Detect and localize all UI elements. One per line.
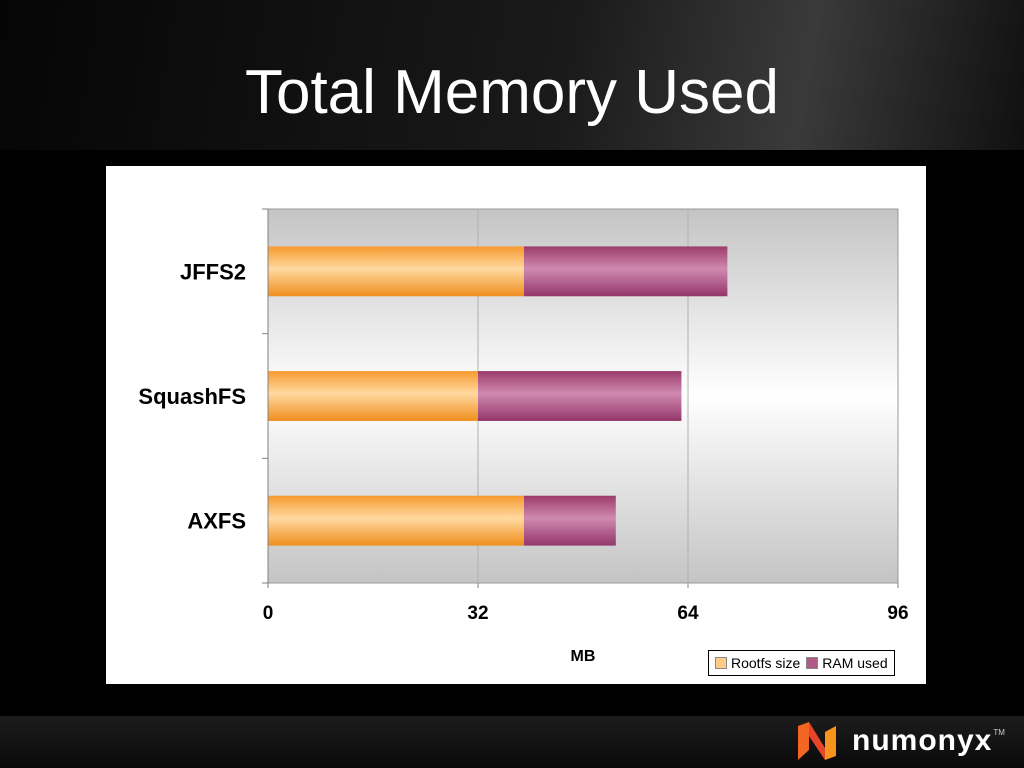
category-label: AXFS <box>187 509 246 534</box>
x-tick-label: 96 <box>887 603 908 624</box>
legend-item-rootfs: Rootfs size <box>715 655 800 671</box>
chart-panel: 0 32 64 96 JFFS2 SquashFS AXFS MB Rootfs size … <box>106 166 926 684</box>
category-label: SquashFS <box>138 384 246 409</box>
legend-label-rootfs: Rootfs size <box>731 655 801 671</box>
category-label: JFFS2 <box>180 259 246 284</box>
numonyx-logo-icon <box>798 722 836 760</box>
legend-item-ram: RAM used <box>806 655 888 671</box>
bar-ram-axfs <box>523 495 616 546</box>
x-tick-label: 0 <box>263 603 274 624</box>
x-tick-label: 32 <box>467 603 488 624</box>
legend-swatch-ram <box>806 657 819 669</box>
footer-band <box>0 716 1024 768</box>
bar-chart: 0 32 64 96 JFFS2 SquashFS AXFS MB <box>138 208 909 665</box>
bar-rootfs-squashfs <box>268 371 478 421</box>
brand-name: numonyx <box>852 724 993 757</box>
bar-ram-squashfs <box>478 371 682 421</box>
title-band <box>0 0 1024 150</box>
brand-logo: numonyx TM <box>796 720 1005 762</box>
slide-title: Total Memory Used <box>244 58 780 127</box>
bar-rootfs-axfs <box>268 495 524 546</box>
bar-rootfs-jffs2 <box>268 246 524 297</box>
legend-label-ram: RAM used <box>822 655 888 671</box>
x-axis-label: MB <box>571 648 596 665</box>
trademark: TM <box>993 728 1005 737</box>
legend-swatch-rootfs <box>715 657 727 669</box>
chart-legend: Rootfs size RAM used <box>708 650 895 676</box>
x-tick-label: 64 <box>677 603 699 624</box>
bar-ram-jffs2 <box>523 246 728 297</box>
